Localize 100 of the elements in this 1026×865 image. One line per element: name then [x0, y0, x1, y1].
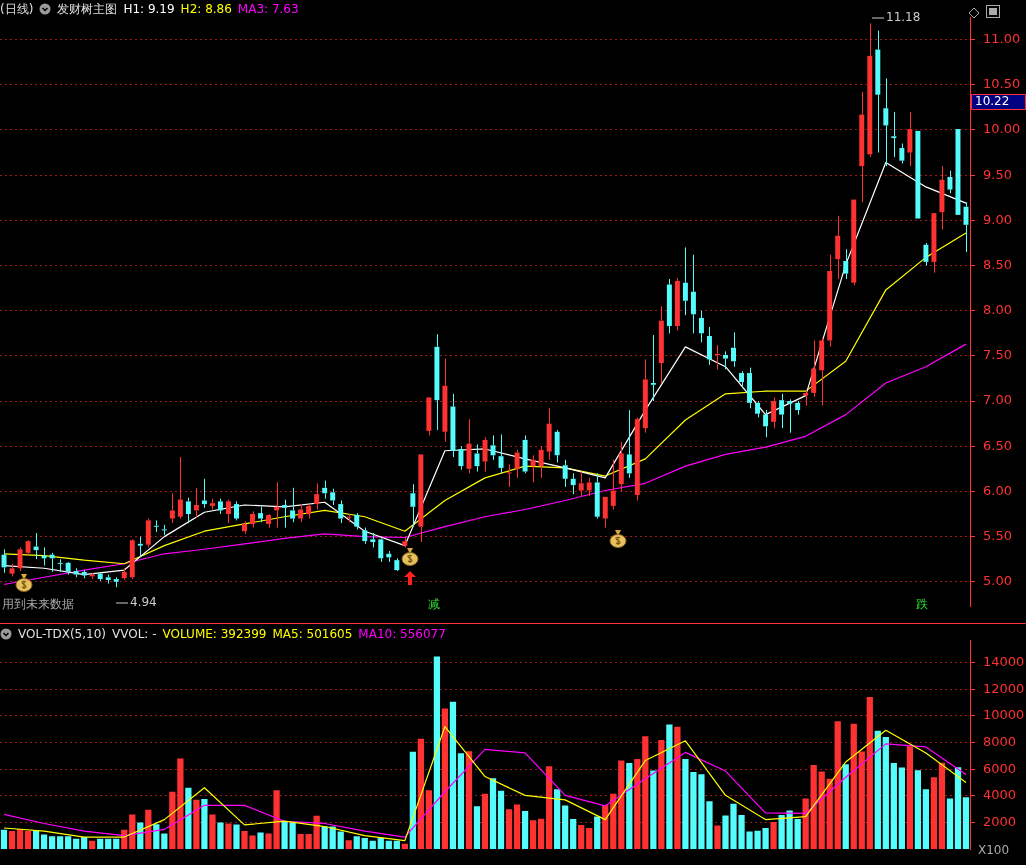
bar [714, 825, 721, 850]
y-tick-label: 6000 [983, 760, 1017, 776]
candlestick [706, 326, 712, 366]
bar [674, 726, 681, 850]
bar [337, 831, 344, 850]
bar [32, 830, 40, 850]
candlestick [939, 165, 945, 230]
candlestick [650, 334, 656, 402]
candlestick [931, 213, 937, 274]
bar [650, 770, 657, 850]
candlestick [538, 445, 544, 479]
bar [906, 746, 913, 850]
candlestick [490, 434, 496, 461]
candlestick [674, 277, 680, 332]
candlestick [594, 472, 600, 520]
bar [193, 799, 200, 850]
bar [954, 767, 962, 850]
candlestick [410, 483, 416, 528]
bar [818, 771, 825, 850]
bar [377, 837, 384, 850]
candlestick [763, 409, 769, 438]
candlestick [634, 416, 640, 501]
candlestick [666, 278, 672, 334]
candlestick [450, 393, 456, 458]
candlestick [314, 482, 320, 511]
bar [449, 701, 457, 850]
bar [305, 834, 312, 850]
candlestick [755, 400, 761, 418]
chart-title: 发财树主图 [57, 1, 118, 17]
annotation: VOLUME: 392399 [162, 626, 267, 642]
candlestick [161, 524, 167, 536]
candlestick [803, 389, 809, 407]
bar [177, 758, 184, 850]
candlestick [891, 111, 897, 158]
candlestick [779, 393, 785, 429]
y-tick-label: 12000 [983, 680, 1025, 696]
candlestick [65, 562, 71, 576]
candlestick [225, 499, 231, 524]
candlestick [193, 487, 199, 519]
annotation: 跌 [916, 597, 928, 612]
candlestick [626, 409, 632, 479]
bar [481, 793, 489, 850]
candlestick [498, 434, 504, 474]
candlestick [330, 488, 336, 506]
bar [393, 840, 400, 850]
bar [505, 809, 513, 850]
candlestick [795, 400, 801, 416]
y-tick-label: 10.00 [983, 121, 1021, 137]
bar [794, 818, 801, 850]
candlestick [947, 170, 953, 194]
candlestick [578, 471, 584, 497]
candlestick [177, 456, 183, 520]
candlestick [682, 246, 688, 316]
y-tick-label: 9.00 [983, 211, 1012, 227]
bar [634, 759, 641, 850]
bar [858, 751, 865, 850]
candlestick [811, 340, 817, 398]
candlestick [835, 215, 841, 280]
candlestick [17, 546, 23, 572]
candlestick [97, 573, 103, 582]
bar [962, 797, 970, 850]
bar [850, 723, 857, 850]
bar [73, 838, 80, 850]
bar [562, 805, 569, 850]
bar [938, 762, 946, 850]
candlestick [883, 77, 889, 167]
chart-title: VOL-TDX(5,10) [18, 626, 107, 642]
bar [457, 753, 465, 850]
bar [321, 826, 328, 850]
bar [129, 814, 136, 850]
candlestick [739, 370, 745, 389]
bar [842, 764, 849, 850]
candlestick [298, 503, 304, 523]
candlestick [338, 499, 344, 524]
candlestick [867, 22, 873, 158]
bar [40, 834, 48, 850]
candlestick [554, 429, 560, 464]
bar [369, 840, 376, 850]
candlestick [714, 344, 720, 370]
annotation: 减 [428, 597, 440, 612]
candlestick [747, 367, 753, 409]
candlestick [442, 358, 448, 443]
text: X100 [978, 843, 1010, 858]
candlestick [731, 331, 736, 368]
candlestick [923, 242, 929, 267]
bar [489, 778, 497, 850]
candlestick [723, 350, 728, 370]
bar [353, 836, 360, 850]
bar [417, 738, 424, 850]
bar [57, 836, 64, 850]
candlestick [570, 472, 576, 495]
candlestick [522, 434, 528, 474]
candlestick [859, 91, 865, 203]
bar [16, 828, 24, 850]
y-tick-label: 5.00 [983, 573, 1012, 589]
chart-subtitle: (日线) [0, 1, 34, 17]
bar [898, 767, 905, 850]
bar [48, 836, 56, 850]
bar [666, 724, 673, 850]
candlestick [242, 520, 247, 535]
